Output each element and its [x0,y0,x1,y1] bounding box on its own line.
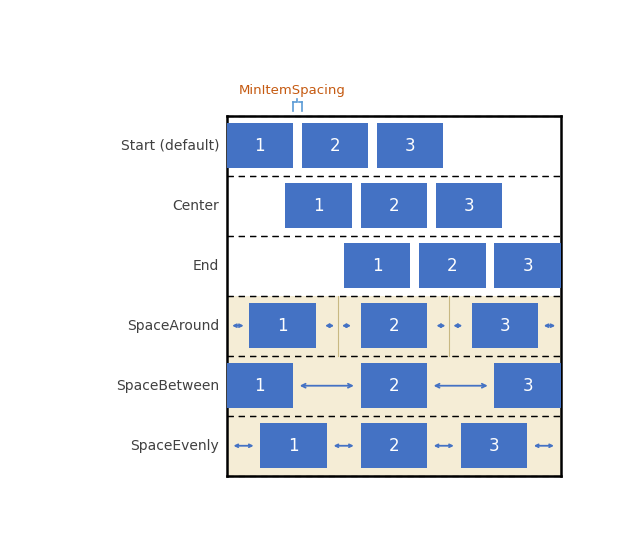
Bar [472,303,538,348]
Text: 3: 3 [522,377,533,395]
Text: 2: 2 [330,137,340,154]
Text: 3: 3 [500,317,510,335]
Text: 3: 3 [522,257,533,275]
Text: 1: 1 [277,317,288,335]
Bar [227,356,561,416]
Text: 2: 2 [389,377,399,395]
Text: 2: 2 [389,437,399,455]
Text: 2: 2 [389,317,399,335]
Text: 1: 1 [313,196,324,214]
Bar [361,363,427,408]
Bar [361,303,427,348]
Bar [495,243,561,288]
Bar [227,123,293,168]
Text: End: End [193,258,219,273]
Text: 3: 3 [463,196,474,214]
Text: 3: 3 [405,137,415,154]
Bar [419,243,486,288]
Bar [461,423,527,468]
Text: SpaceEvenly: SpaceEvenly [131,439,219,453]
Bar [227,363,293,408]
Text: SpaceAround: SpaceAround [127,319,219,333]
Bar [227,416,561,476]
Text: MinItemSpacing: MinItemSpacing [239,84,346,97]
Bar [377,123,443,168]
Bar [302,123,368,168]
Bar [249,303,316,348]
Text: 2: 2 [447,257,458,275]
Bar [361,423,427,468]
Text: 1: 1 [288,437,299,455]
Text: 1: 1 [254,137,265,154]
Text: Start (default): Start (default) [121,139,219,152]
Bar [436,183,502,228]
Text: Center: Center [172,199,219,213]
Bar [227,296,561,356]
Bar [261,423,327,468]
Text: 1: 1 [254,377,265,395]
Bar [495,363,561,408]
Text: 2: 2 [389,196,399,214]
Text: 1: 1 [372,257,382,275]
Text: SpaceBetween: SpaceBetween [116,379,219,393]
Bar [361,183,427,228]
Bar [285,183,352,228]
Bar [344,243,410,288]
Text: 3: 3 [489,437,499,455]
